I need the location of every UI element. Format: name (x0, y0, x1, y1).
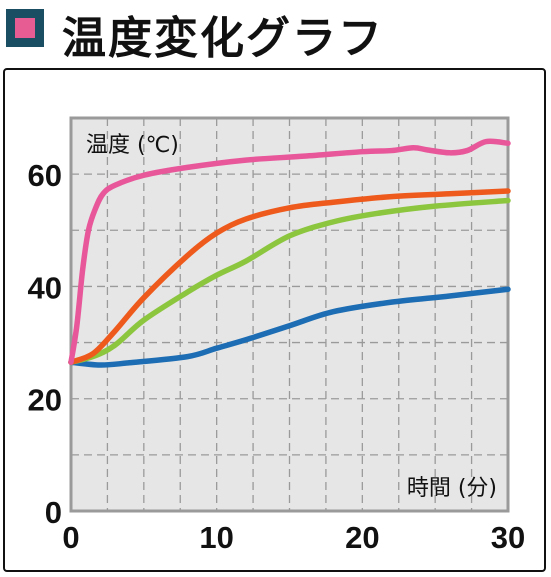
x-tick-label: 10 (199, 520, 233, 555)
x-axis-label: 時間 (分) (407, 476, 497, 501)
y-axis-label: 温度 (℃) (86, 133, 179, 158)
series-line-1 (68, 188, 511, 365)
x-tick-label: 0 (62, 520, 79, 555)
series-line-2 (68, 197, 511, 365)
plot-border (69, 116, 510, 513)
x-tick-label: 20 (345, 520, 379, 555)
x-tick-label: 30 (491, 520, 525, 555)
y-tick-label: 60 (28, 158, 62, 193)
title-bar: 温度変化グラフ (0, 0, 551, 64)
series-line-0 (68, 138, 511, 365)
page-title: 温度変化グラフ (62, 13, 384, 64)
y-tick-label: 20 (28, 383, 62, 418)
title-marker-icon (6, 9, 44, 47)
y-tick-label: 40 (28, 270, 62, 305)
y-tick-label: 0 (45, 495, 62, 530)
series-line-3 (68, 286, 511, 368)
